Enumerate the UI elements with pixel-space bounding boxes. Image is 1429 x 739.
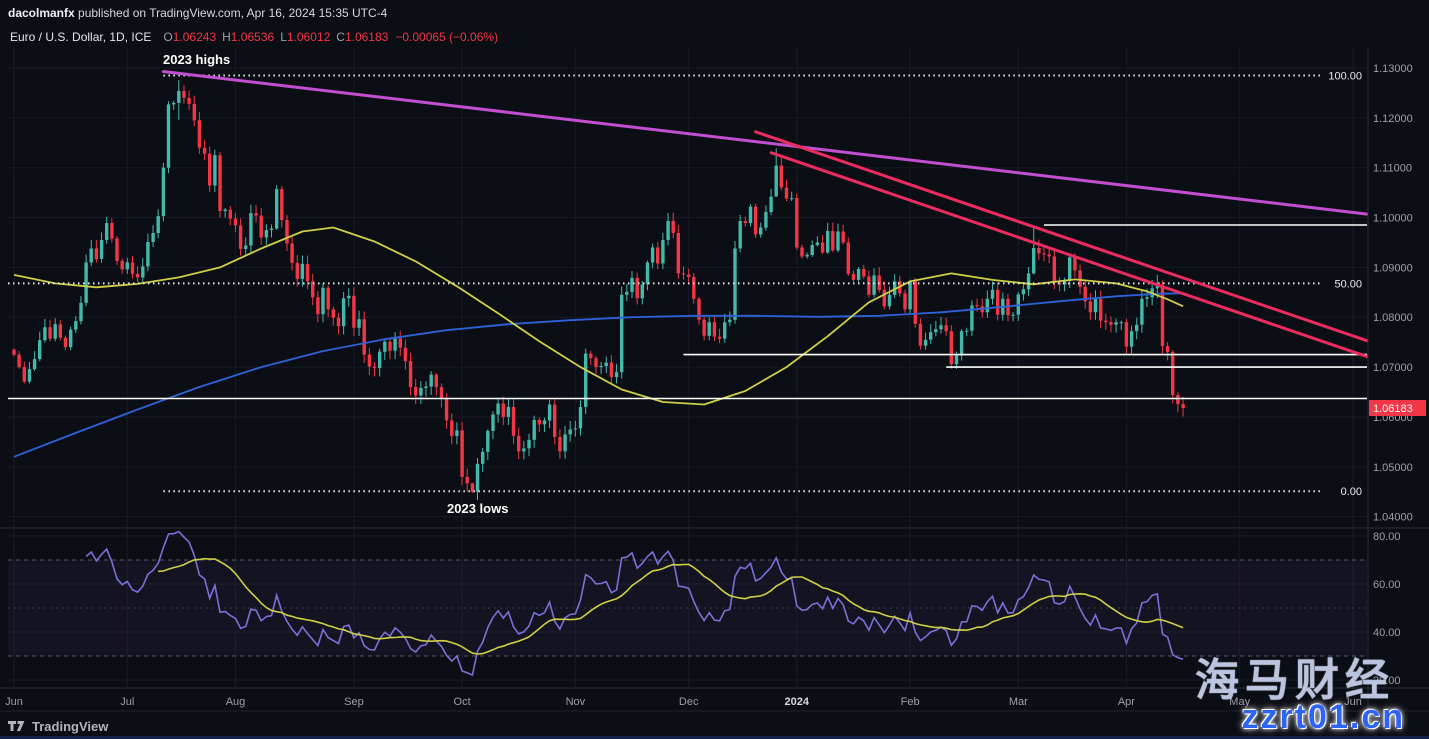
time-axis-label: Nov bbox=[566, 696, 586, 708]
publish-info: published on TradingView.com, Apr 16, 20… bbox=[74, 6, 388, 20]
price-axis-label: 1.10000 bbox=[1373, 213, 1413, 225]
grid bbox=[8, 48, 1367, 688]
header-bar: dacolmanfx published on TradingView.com,… bbox=[8, 6, 387, 20]
bottom-accent-strip bbox=[0, 736, 1429, 739]
time-axis[interactable]: Jun Jul Aug Sep Oct Nov Dec 2024 Feb Mar Apr May Jun bbox=[5, 696, 1362, 708]
descending-channel-lower-line[interactable] bbox=[769, 151, 1369, 359]
chart-annotation[interactable]: 2023 highs bbox=[163, 52, 230, 67]
long-term-downtrend-line[interactable] bbox=[161, 70, 1369, 216]
rsi-axis-label: 20.00 bbox=[1373, 675, 1401, 687]
last-price-tag-label: 1.06183 bbox=[1373, 403, 1413, 415]
time-axis-label: Oct bbox=[454, 696, 471, 708]
price-axis[interactable]: 1.13000 1.12000 1.11000 1.10000 1.09000 1.080… bbox=[1373, 63, 1413, 524]
price-axis-label: 1.11000 bbox=[1373, 163, 1412, 175]
high-value: 1.06536 bbox=[230, 30, 275, 44]
fib-level-label: 100.00 bbox=[1328, 71, 1362, 83]
rsi-axis-label: 60.00 bbox=[1373, 579, 1401, 591]
publisher-name: dacolmanfx bbox=[8, 6, 75, 20]
low-value: 1.06012 bbox=[286, 30, 331, 44]
symbol-title[interactable]: Euro / U.S. Dollar, 1D, ICE bbox=[10, 30, 152, 44]
tradingview-logo-icon[interactable] bbox=[8, 719, 26, 733]
fib-level-label: 0.00 bbox=[1341, 486, 1362, 498]
time-axis-label: Jun bbox=[1344, 696, 1362, 708]
close-label: C bbox=[336, 30, 345, 44]
time-axis-label: Sep bbox=[344, 696, 364, 708]
time-axis-label: Dec bbox=[679, 696, 699, 708]
high-label: H bbox=[222, 30, 231, 44]
ma-blue-line bbox=[13, 292, 1184, 458]
time-axis-label: Aug bbox=[226, 696, 246, 708]
time-axis-label: Jun bbox=[5, 696, 23, 708]
symbol-legend: Euro / U.S. Dollar, 1D, ICE O 1.06243 H 1.… bbox=[10, 30, 498, 44]
time-axis-label: Mar bbox=[1009, 696, 1028, 708]
open-label: O bbox=[163, 30, 173, 44]
price-axis-label: 1.12000 bbox=[1373, 113, 1413, 125]
rsi-axis-label: 40.00 bbox=[1373, 627, 1401, 639]
tradingview-brand[interactable]: TradingView bbox=[32, 718, 109, 734]
change-value: −0.00065 (−0.06%) bbox=[395, 30, 499, 44]
fib-retracement[interactable]: 100.00 50.00 0.00 bbox=[8, 71, 1362, 499]
time-axis-label: May bbox=[1229, 696, 1250, 708]
price-axis-label: 1.07000 bbox=[1373, 362, 1413, 374]
rsi-axis[interactable]: 80.00 60.00 40.00 20.00 bbox=[1373, 531, 1401, 687]
last-price-tag bbox=[1369, 400, 1426, 416]
price-axis-label: 1.13000 bbox=[1373, 63, 1413, 75]
close-value: 1.06183 bbox=[344, 30, 389, 44]
time-axis-label: 2024 bbox=[785, 696, 810, 708]
footer-bar: TradingView bbox=[8, 714, 108, 738]
rsi-axis-label: 80.00 bbox=[1373, 531, 1401, 543]
watermark-brand-cn: 海马财经 bbox=[1195, 656, 1395, 705]
open-value: 1.06243 bbox=[172, 30, 217, 44]
price-axis-label: 1.08000 bbox=[1373, 312, 1413, 324]
time-axis-label: Feb bbox=[901, 696, 920, 708]
chart-annotation[interactable]: 2023 lows bbox=[447, 501, 508, 516]
price-axis-label: 1.04000 bbox=[1373, 512, 1413, 524]
time-axis-label: Jul bbox=[120, 696, 134, 708]
low-label: L bbox=[280, 30, 287, 44]
rsi-signal-line bbox=[158, 557, 1184, 655]
candles bbox=[12, 80, 1185, 500]
watermark-url: zzrt01.cn bbox=[1241, 698, 1405, 736]
rsi-line bbox=[85, 530, 1184, 677]
time-axis-label: Apr bbox=[1118, 696, 1135, 708]
descending-channel-upper-line[interactable] bbox=[754, 130, 1369, 343]
price-axis-label: 1.09000 bbox=[1373, 262, 1413, 274]
price-axis-label: 1.05000 bbox=[1373, 462, 1413, 474]
fib-level-label: 50.00 bbox=[1334, 278, 1362, 290]
